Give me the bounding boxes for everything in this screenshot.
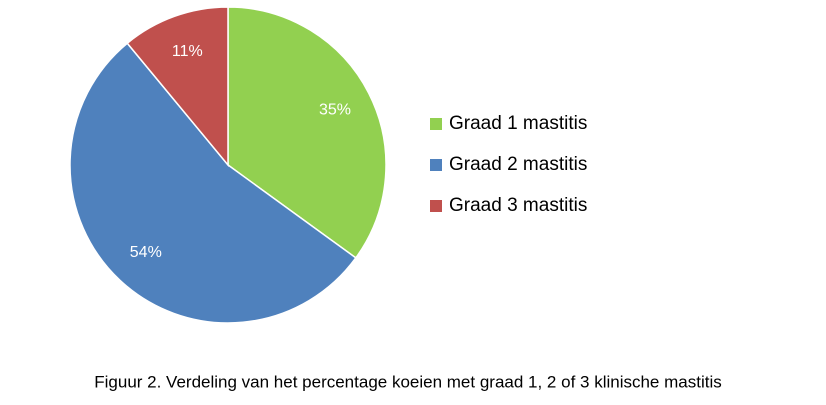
slice-label: 35%: [319, 102, 351, 119]
slice-label: 11%: [172, 43, 203, 60]
pie-slice: [126, 6, 229, 168]
pie-slice: [69, 42, 357, 324]
legend-label: Graad 3 mastitis: [449, 195, 587, 216]
pie-slice: [227, 6, 387, 259]
legend-swatch: [430, 200, 442, 212]
legend-swatch: [430, 118, 442, 130]
slice-label: 54%: [130, 244, 162, 261]
caption: Figuur 2. Verdeling van het percentage k…: [94, 372, 721, 391]
legend-swatch: [430, 159, 442, 171]
legend-label: Graad 2 mastitis: [449, 154, 587, 175]
legend-label: Graad 1 mastitis: [449, 113, 587, 134]
